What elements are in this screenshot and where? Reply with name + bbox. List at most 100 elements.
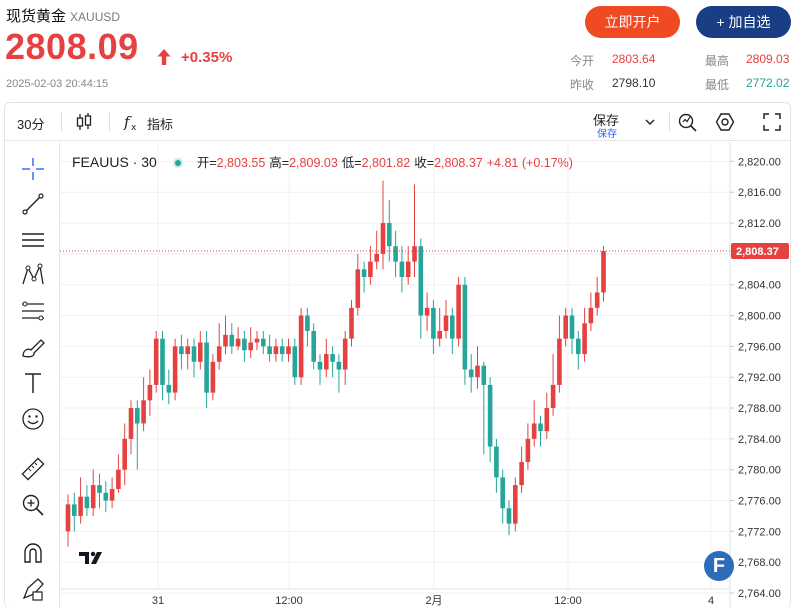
candle-body	[292, 346, 298, 378]
legend-symbol: FEAUUS · 30	[72, 154, 157, 170]
candle-body	[336, 361, 342, 370]
open-account-button[interactable]: 立即开户	[585, 6, 680, 38]
candle-body	[267, 346, 272, 355]
candle-body	[191, 346, 197, 362]
chart-canvas[interactable]: 2,820.002,816.002,812.002,808.002,804.00…	[60, 142, 790, 608]
candlestick-chart[interactable]: 2,820.002,816.002,812.002,808.002,804.00…	[60, 142, 790, 608]
candle-body	[544, 408, 550, 432]
y-axis-tick-label: 2,820.00	[738, 156, 781, 168]
y-axis-tick-label: 2,796.00	[738, 341, 781, 353]
zoom-in-icon[interactable]	[20, 492, 46, 518]
candle-body	[525, 438, 531, 462]
candle-body	[166, 384, 172, 393]
chart-toolbar: 30分 f x 指标 保存 保存	[5, 103, 790, 141]
candle-body	[468, 369, 474, 378]
ruler-icon[interactable]	[20, 456, 46, 482]
change-percent: +0.35%	[181, 49, 233, 66]
function-icon[interactable]: f x	[121, 111, 143, 133]
svg-text:f: f	[123, 113, 132, 131]
candle-body	[506, 508, 512, 524]
candle-body	[179, 346, 184, 355]
settings-gear-icon[interactable]	[714, 111, 736, 133]
legend-close: 2,808.37	[434, 156, 483, 170]
candle-body	[185, 346, 190, 355]
y-axis-tick-label: 2,780.00	[738, 465, 781, 477]
magnet-icon[interactable]	[20, 540, 46, 566]
prev-close-label: 昨收	[570, 78, 595, 92]
save-button[interactable]: 保存	[593, 113, 620, 128]
trend-line-icon[interactable]	[20, 191, 46, 217]
toolbar-divider	[109, 112, 110, 132]
candle-body	[437, 330, 442, 339]
x-axis-tick-label: 12:00	[275, 595, 303, 607]
x-axis-tick-label: 4	[708, 595, 714, 607]
tradingview-logo	[79, 551, 102, 564]
crosshair-icon[interactable]	[20, 156, 46, 182]
legend-low: 2,801.82	[361, 156, 411, 170]
candle-body	[317, 361, 323, 370]
open-label: 今开	[570, 54, 595, 68]
candle-body	[135, 408, 140, 424]
candle-body	[563, 315, 568, 339]
candle-body	[153, 338, 159, 385]
candle-body	[550, 384, 556, 409]
candle-body	[90, 485, 96, 509]
candle-body	[443, 315, 449, 331]
candle-body	[235, 338, 241, 347]
low-label: 最低	[705, 78, 730, 92]
y-axis-tick-label: 2,776.00	[738, 496, 781, 508]
candle-body	[198, 342, 203, 362]
candle-body	[160, 338, 165, 385]
candle-body	[229, 334, 235, 347]
candle-body	[500, 477, 505, 509]
chevron-down-icon[interactable]	[639, 111, 661, 133]
candle-body	[355, 269, 361, 308]
interval-selector[interactable]: 30分	[17, 117, 45, 132]
candle-body	[494, 446, 499, 478]
fib-retracement-icon[interactable]	[20, 298, 46, 324]
lock-drawings-icon[interactable]	[20, 576, 46, 602]
candlestick-type-icon[interactable]	[73, 111, 95, 133]
y-axis-tick-label: 2,788.00	[738, 403, 781, 415]
prev-close-value: 2798.10	[612, 76, 656, 90]
candle-body	[387, 223, 392, 247]
legend-high-label: 高=	[269, 156, 290, 170]
candle-body	[324, 354, 329, 370]
quick-search-icon[interactable]	[677, 111, 699, 133]
candle-body	[286, 346, 291, 355]
indicators-button[interactable]: 指标	[147, 117, 174, 132]
candle-body	[588, 307, 594, 324]
y-axis-tick-label: 2,816.00	[738, 187, 781, 199]
candle-body	[84, 496, 90, 509]
text-tool-icon[interactable]	[20, 370, 46, 396]
candle-body	[601, 251, 606, 293]
candle-body	[557, 338, 562, 385]
high-value: 2809.03	[746, 52, 790, 66]
candle-body	[462, 284, 468, 370]
candle-body	[122, 438, 127, 470]
candle-body	[374, 253, 379, 262]
y-axis-tick-label: 2,804.00	[738, 280, 781, 292]
candle-body	[305, 315, 310, 331]
candle-body	[273, 346, 279, 355]
candle-body	[172, 346, 178, 393]
candle-body	[487, 384, 493, 447]
brush-icon[interactable]	[20, 334, 46, 360]
pattern-tool-icon[interactable]	[20, 262, 46, 288]
candle-body	[97, 485, 102, 493]
quote-timestamp: 2025-02-03 20:44:15	[6, 78, 109, 90]
y-axis-tick-label: 2,800.00	[738, 311, 781, 323]
add-watchlist-button[interactable]: + 加自选	[696, 6, 791, 38]
x-axis-tick-label: 31	[152, 595, 164, 607]
fullscreen-icon[interactable]	[761, 111, 783, 133]
instrument-symbol: XAUUSD	[70, 10, 121, 24]
candle-body	[393, 246, 398, 262]
svg-text:x: x	[131, 123, 137, 133]
quote-header: 现货黄金 XAUUSD 2808.09 +0.35% 2025-02-03 20:…	[0, 0, 795, 100]
emoji-icon[interactable]	[20, 406, 46, 432]
candle-body	[513, 485, 518, 524]
candle-body	[261, 338, 266, 347]
save-sub-label: 保存	[597, 129, 617, 140]
parallel-lines-icon[interactable]	[20, 227, 46, 253]
f-brand-badge[interactable]: F	[704, 551, 734, 581]
